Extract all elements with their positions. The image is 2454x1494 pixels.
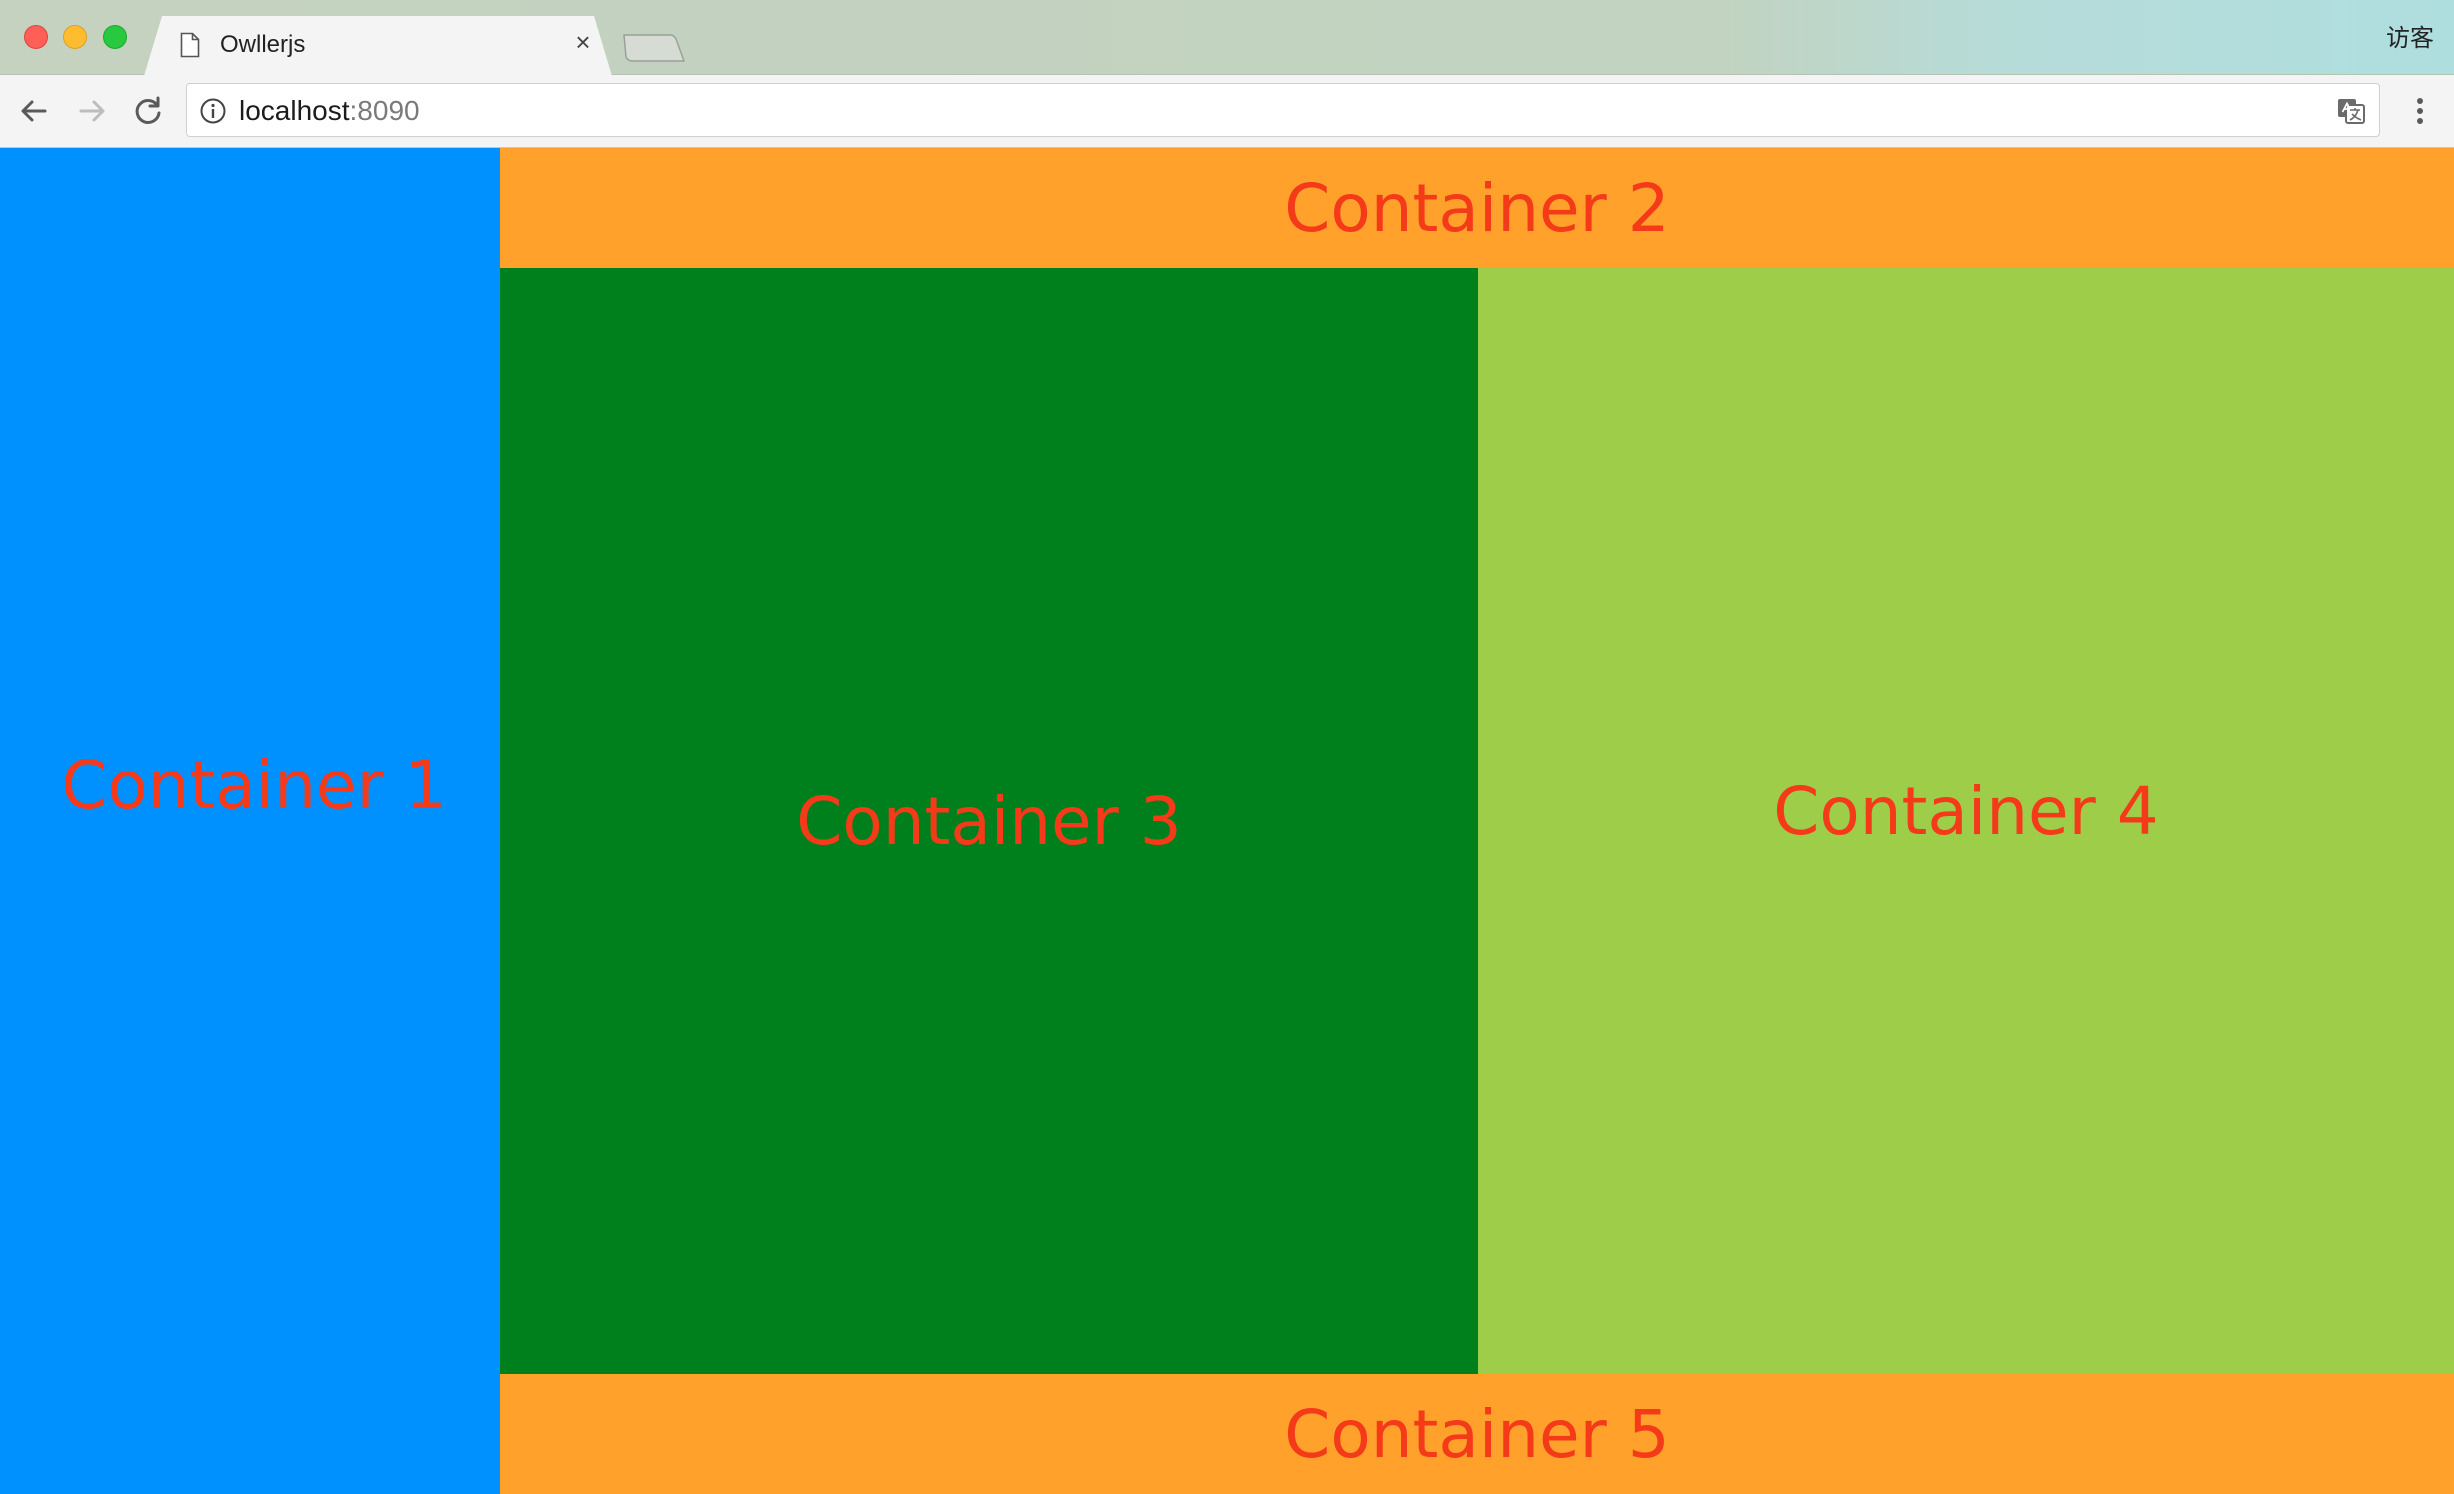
url-text[interactable]: localhost:8090 <box>239 95 420 127</box>
container-1-label: Container 1 <box>61 746 447 824</box>
arrow-right-icon <box>79 100 105 122</box>
container-2: Container 2 <box>500 148 2454 268</box>
translate-icon[interactable] <box>2335 95 2367 127</box>
tab-title: Owllerjs <box>220 31 306 58</box>
container-4-label: Container 4 <box>1773 772 2159 850</box>
profile-name[interactable]: 访客 <box>2386 25 2434 52</box>
window-close-button[interactable] <box>24 25 48 49</box>
container-5-label: Container 5 <box>1284 1395 1670 1473</box>
container-5: Container 5 <box>500 1374 2454 1494</box>
container-2-label: Container 2 <box>1284 169 1670 247</box>
window-minimize-button[interactable] <box>63 25 87 49</box>
page-viewport: Container 1 Container 2 Container 3 Cont… <box>0 148 2454 1494</box>
window-maximize-button[interactable] <box>103 25 127 49</box>
browser-menu-button[interactable] <box>2400 89 2440 133</box>
tab-close-button[interactable]: × <box>575 27 591 57</box>
arrow-left-icon <box>21 100 47 122</box>
url-port: :8090 <box>349 95 420 126</box>
new-tab-button[interactable] <box>620 33 686 63</box>
container-1: Container 1 <box>0 148 500 1494</box>
forward-button[interactable] <box>70 89 114 133</box>
reload-button[interactable] <box>126 89 170 133</box>
reload-icon <box>135 96 161 124</box>
title-bar: Owllerjs × 访客 <box>0 0 2454 76</box>
container-3-label: Container 3 <box>796 782 1182 860</box>
url-host: localhost <box>239 95 350 126</box>
toolbar: localhost:8090 <box>0 75 2454 148</box>
address-bar[interactable]: localhost:8090 <box>186 83 2380 137</box>
container-4: Container 4 <box>1478 268 2454 1374</box>
tab-owllerjs[interactable]: Owllerjs × <box>144 16 612 76</box>
info-icon[interactable] <box>199 97 227 125</box>
document-icon <box>180 32 200 58</box>
back-button[interactable] <box>12 89 56 133</box>
kebab-menu-icon <box>2417 98 2423 124</box>
container-3: Container 3 <box>500 268 1478 1374</box>
